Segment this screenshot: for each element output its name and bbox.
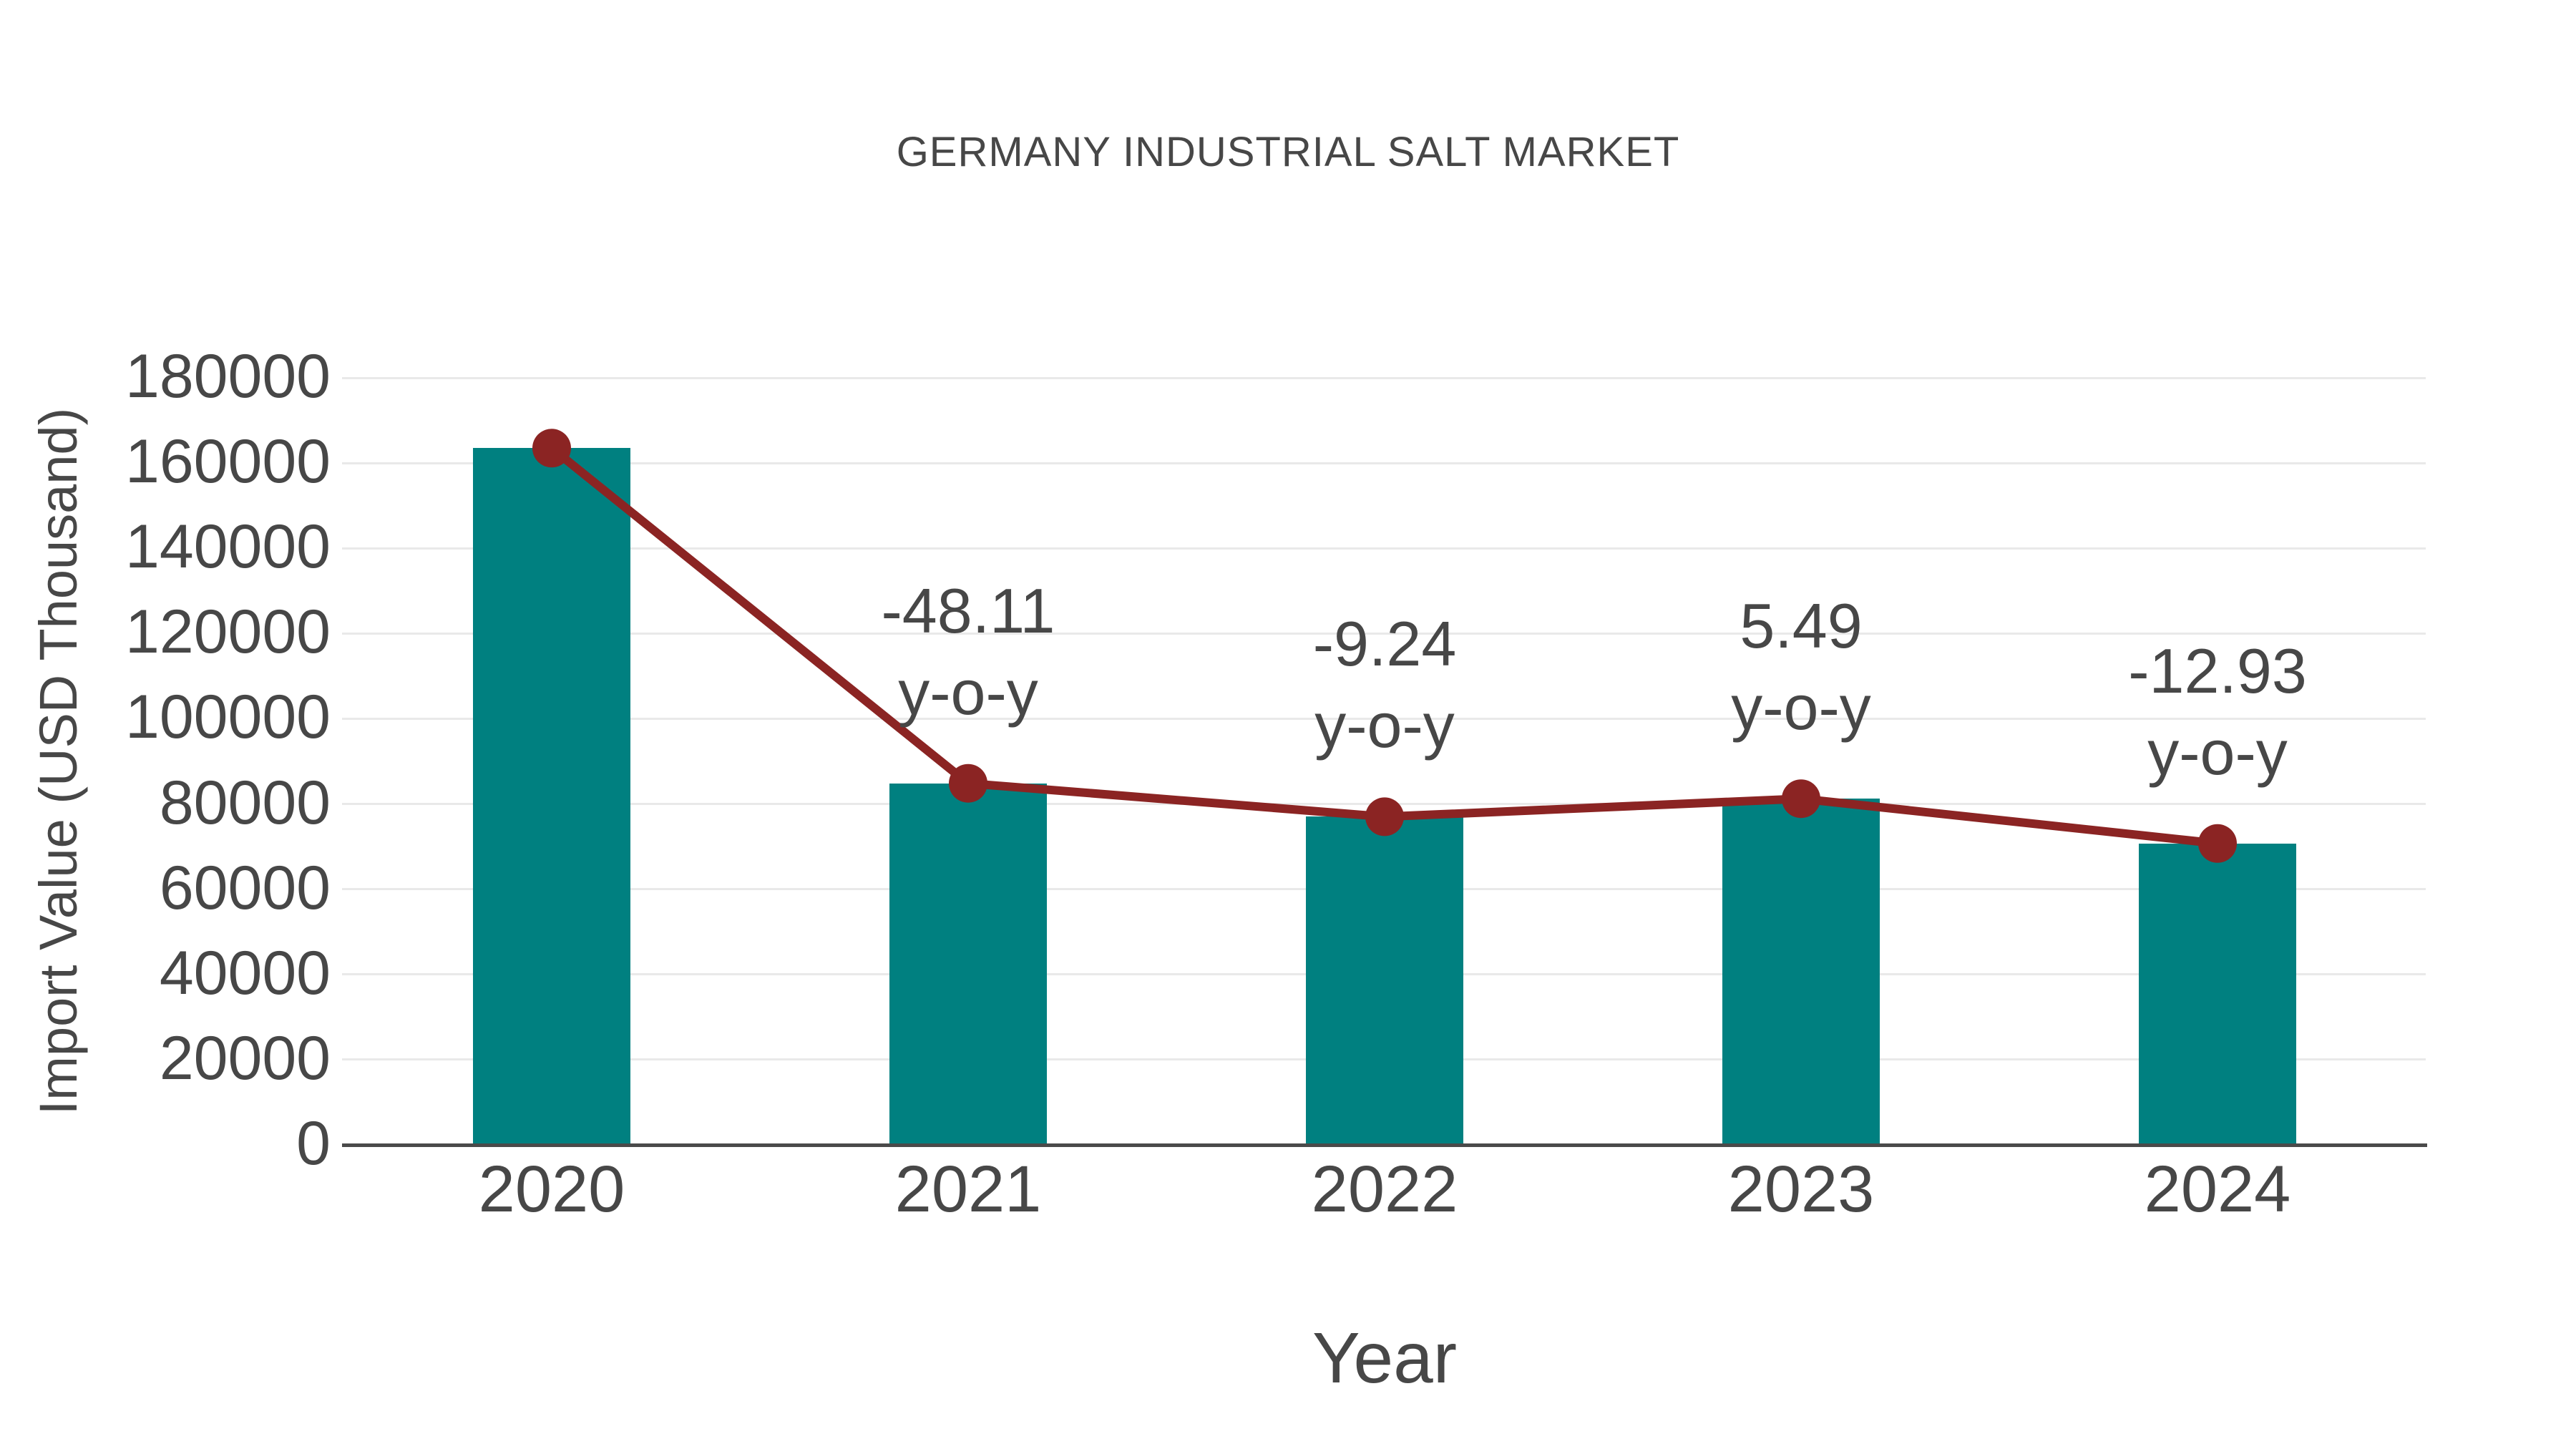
annotation-suffix: y-o-y [1731, 672, 1871, 743]
annotation-suffix: y-o-y [898, 656, 1038, 728]
x-axis-title: Year [1312, 1318, 1458, 1398]
chart-title: GERMANY INDUSTRIAL SALT MARKET [896, 129, 1680, 175]
x-tick-label-2024: 2024 [2144, 1153, 2291, 1226]
x-tick-label-2022: 2022 [1311, 1153, 1458, 1226]
annotation-2024: -12.93 y-o-y [2128, 630, 2307, 794]
gridline-80000 [342, 803, 2426, 806]
x-tick-label-2023: 2023 [1727, 1153, 1875, 1226]
y-tick-label: 20000 [159, 1023, 331, 1093]
y-tick-label: 100000 [125, 683, 331, 752]
y-tick-label: 120000 [125, 597, 331, 667]
y-tick-label: 0 [296, 1109, 331, 1178]
gridline-160000 [342, 462, 2426, 464]
annotation-suffix: y-o-y [1314, 690, 1455, 761]
bar-2024 [2139, 843, 2296, 1145]
y-tick-label: 140000 [125, 512, 331, 582]
gridline-140000 [342, 547, 2426, 550]
y-tick-label: 80000 [159, 768, 331, 837]
annotation-2021: -48.11 y-o-y [882, 570, 1055, 733]
y-tick-label: 160000 [125, 427, 331, 497]
y-tick-label: 40000 [159, 938, 331, 1008]
bar-2023 [1722, 799, 1880, 1145]
bar-2022 [1306, 816, 1463, 1145]
x-tick-label-2021: 2021 [894, 1153, 1042, 1226]
annotation-2022: -9.24 y-o-y [1313, 603, 1457, 766]
annotation-suffix: y-o-y [2147, 716, 2288, 788]
x-tick-label-2020: 2020 [478, 1153, 625, 1226]
annotation-value: 5.49 [1740, 590, 1863, 662]
bar-2020 [473, 448, 630, 1145]
y-tick-label: 180000 [125, 342, 331, 411]
annotation-value: -12.93 [2128, 635, 2307, 706]
gridline-180000 [342, 376, 2426, 379]
x-axis-line [342, 1143, 2427, 1147]
annotation-value: -48.11 [881, 575, 1055, 646]
y-tick-label: 60000 [159, 853, 331, 922]
annotation-2023: 5.49 y-o-y [1731, 585, 1871, 748]
bar-2021 [889, 783, 1047, 1145]
annotation-value: -9.24 [1312, 608, 1457, 680]
